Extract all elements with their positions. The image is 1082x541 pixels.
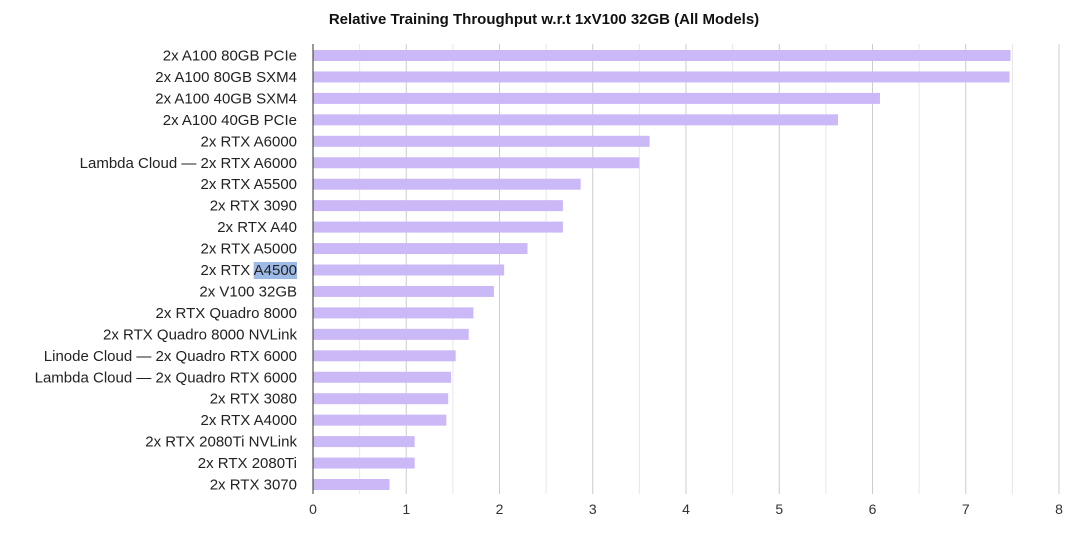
category-label: Linode Cloud — 2x Quadro RTX 6000 xyxy=(44,348,297,365)
x-tick-label: 2 xyxy=(496,501,504,517)
x-tick-label: 4 xyxy=(682,501,690,517)
bar xyxy=(313,200,563,212)
bar xyxy=(313,328,469,340)
category-label: Lambda Cloud — 2x Quadro RTX 6000 xyxy=(35,369,297,386)
bar xyxy=(313,414,447,426)
category-label: 2x RTX A4000 xyxy=(201,412,297,429)
bar xyxy=(313,350,456,362)
bar xyxy=(313,479,390,490)
x-tick-label: 5 xyxy=(775,501,783,517)
category-labels: 2x A100 80GB PCIe 2x A100 80GB SXM4 2x A10… xyxy=(35,48,298,494)
bar xyxy=(313,457,415,469)
category-label: 2x V100 32GB xyxy=(199,283,297,300)
x-tick-labels: 0 1 2 3 4 5 6 7 8 xyxy=(309,501,1063,517)
category-label: 2x RTX 3070 xyxy=(210,477,297,494)
category-label: Lambda Cloud — 2x RTX A6000 xyxy=(80,155,297,172)
bar xyxy=(313,114,838,126)
category-label: 2x RTX 3090 xyxy=(210,198,297,215)
category-label: 2x RTX 2080Ti xyxy=(198,455,297,472)
bar xyxy=(313,285,494,297)
bar xyxy=(313,135,650,147)
x-tick-label: 8 xyxy=(1055,501,1063,517)
bar xyxy=(313,436,415,448)
category-label: 2x A100 40GB PCIe xyxy=(163,112,297,129)
bar xyxy=(313,371,452,383)
chart-title: Relative Training Throughput w.r.t 1xV10… xyxy=(329,11,759,28)
x-tick-label: 7 xyxy=(962,501,970,517)
bar xyxy=(313,264,505,276)
bar xyxy=(313,243,528,255)
x-tick-label: 3 xyxy=(589,501,597,517)
category-label: 2x A100 40GB SXM4 xyxy=(155,90,297,107)
category-label: 2x A100 80GB SXM4 xyxy=(155,69,297,86)
bar xyxy=(313,157,640,169)
bars xyxy=(313,50,1011,490)
category-label: 2x RTX Quadro 8000 xyxy=(156,305,297,322)
category-label: 2x RTX A6000 xyxy=(201,133,297,150)
category-label: 2x RTX A40 xyxy=(217,219,297,236)
bar xyxy=(313,71,1010,83)
category-label: 2x RTX A5500 xyxy=(201,176,297,193)
category-label: 2x RTX 2080Ti NVLink xyxy=(145,434,297,451)
category-label: 2x RTX 3080 xyxy=(210,391,297,408)
category-label: 2x A100 80GB PCIe xyxy=(163,48,297,65)
category-label: 2x RTX Quadro 8000 NVLink xyxy=(103,326,297,343)
category-label: 2x RTX A5000 xyxy=(201,241,297,258)
bar xyxy=(313,178,581,190)
bar xyxy=(313,221,563,233)
x-tick-label: 0 xyxy=(309,501,317,517)
bar xyxy=(313,307,474,319)
text-selection-highlight xyxy=(253,262,298,279)
x-tick-label: 1 xyxy=(402,501,410,517)
bar xyxy=(313,393,449,405)
category-label: 2x RTX A4500 xyxy=(201,262,297,279)
x-tick-label: 6 xyxy=(869,501,877,517)
bar xyxy=(313,92,880,104)
bar xyxy=(313,50,1011,61)
